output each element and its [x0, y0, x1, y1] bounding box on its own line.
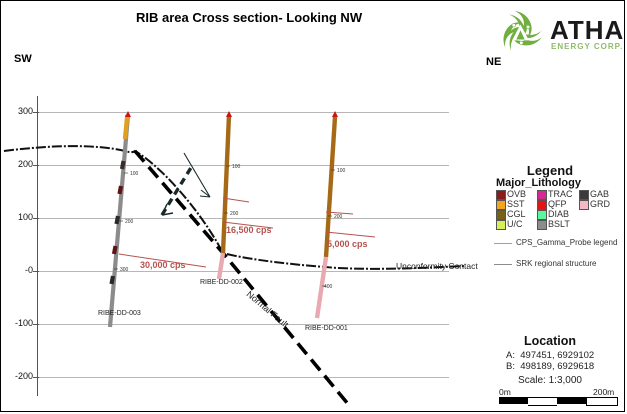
svg-text:200: 200	[334, 214, 343, 220]
svg-text:400: 400	[324, 284, 333, 290]
svg-text:300: 300	[120, 267, 129, 273]
svg-text:100: 100	[232, 164, 241, 170]
svg-text:100: 100	[130, 171, 139, 177]
svg-text:100: 100	[337, 168, 346, 174]
svg-text:200: 200	[125, 219, 134, 225]
svg-text:200: 200	[230, 211, 239, 217]
